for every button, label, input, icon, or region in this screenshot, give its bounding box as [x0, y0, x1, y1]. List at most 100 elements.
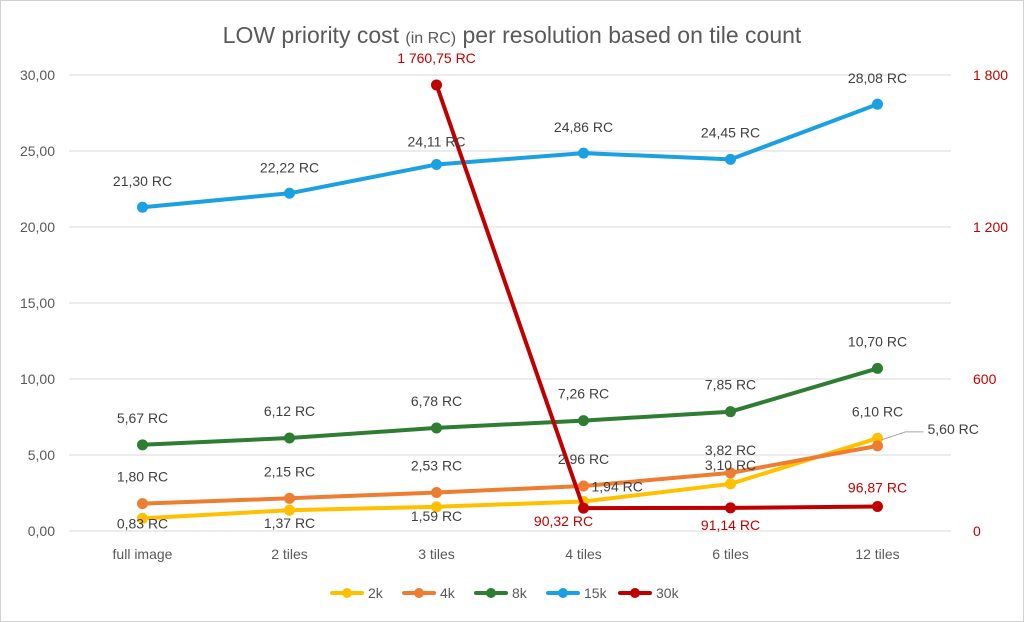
- data-labels: 0,83 RC 1,37 RC 1,59 RC 1,94 RC 3,10 RC 6,10 …: [113, 50, 979, 533]
- y-axis-left: 0,00 5,00 10,00 15,00 20,00 25,00 30,00: [20, 67, 55, 539]
- data-label-2k: 0,83 RC: [117, 515, 168, 531]
- y2-tick-label: 0: [973, 523, 981, 539]
- x-tick-label: full image: [113, 546, 173, 562]
- data-label-2k: 6,10 RC: [852, 403, 903, 419]
- y-tick-label: 20,00: [20, 219, 55, 235]
- data-point-30k: [578, 502, 589, 514]
- y2-tick-label: 1 200: [973, 219, 1008, 235]
- data-label-15k: 22,22 RC: [260, 159, 319, 175]
- series-30k: [431, 79, 883, 514]
- data-point-30k: [431, 79, 442, 91]
- series-8k: [137, 362, 883, 451]
- legend-item-4k: 4k: [402, 585, 456, 601]
- legend-item-8k: 8k: [474, 585, 528, 601]
- legend-label: 15k: [584, 585, 608, 601]
- data-label-2k: 1,94 RC: [592, 479, 643, 495]
- data-label-15k: 24,45 RC: [701, 124, 760, 140]
- data-label-4k: 2,53 RC: [411, 458, 462, 474]
- data-point-4k: [284, 492, 295, 504]
- data-label-30k: 1 760,75 RC: [397, 50, 476, 66]
- y-tick-label: 10,00: [20, 371, 55, 387]
- data-point-2k: [725, 478, 736, 490]
- data-label-8k: 7,26 RC: [558, 386, 609, 402]
- data-label-4k: 1,80 RC: [117, 469, 168, 485]
- data-point-8k: [284, 432, 295, 444]
- legend-item-30k: 30k: [618, 585, 680, 601]
- data-point-8k: [578, 415, 589, 427]
- data-label-4k: 5,60 RC: [928, 421, 979, 437]
- y-tick-label: 0,00: [28, 523, 55, 539]
- legend-label: 8k: [512, 585, 528, 601]
- series-line-2k: [140, 436, 880, 521]
- data-point-4k: [578, 480, 589, 492]
- data-label-15k: 28,08 RC: [848, 70, 907, 86]
- x-axis: full image 2 tiles 3 tiles 4 tiles 6 tiles 12…: [113, 546, 900, 562]
- series-line-30k: [434, 82, 880, 511]
- y2-tick-label: 600: [973, 371, 997, 387]
- data-label-8k: 7,85 RC: [705, 377, 756, 393]
- data-point-2k: [284, 504, 295, 516]
- data-label-30k: 91,14 RC: [701, 517, 760, 533]
- legend-label: 2k: [368, 585, 384, 601]
- legend-marker: [342, 588, 352, 598]
- data-point-15k: [578, 147, 589, 159]
- data-point-15k: [431, 159, 442, 171]
- data-label-4k: 3,82 RC: [705, 442, 756, 458]
- gridlines: [69, 74, 951, 532]
- y-axis-right: 0 600 1 200 1 800: [973, 67, 1008, 539]
- data-point-4k: [725, 467, 736, 479]
- y-tick-label: 25,00: [20, 143, 55, 159]
- y-tick-label: 30,00: [20, 67, 55, 83]
- legend-label: 4k: [440, 585, 456, 601]
- data-point-8k: [431, 422, 442, 434]
- data-point-2k: [137, 512, 148, 524]
- data-label-4k: 2,96 RC: [558, 451, 609, 467]
- legend-label: 30k: [656, 585, 680, 601]
- data-point-30k: [725, 502, 736, 514]
- data-label-4k: 2,15 RC: [264, 463, 315, 479]
- data-label-15k: 24,11 RC: [407, 134, 465, 150]
- data-label-2k: 3,10 RC: [705, 457, 756, 473]
- data-point-8k: [725, 406, 736, 418]
- label-leader-line: [881, 431, 924, 441]
- data-label-8k: 6,78 RC: [411, 393, 462, 409]
- legend-marker: [630, 588, 640, 598]
- x-tick-label: 12 tiles: [855, 546, 899, 562]
- data-label-8k: 10,70 RC: [848, 333, 907, 349]
- data-point-30k: [872, 500, 883, 512]
- x-tick-label: 3 tiles: [418, 546, 455, 562]
- data-label-8k: 5,67 RC: [117, 410, 168, 426]
- x-tick-label: 6 tiles: [712, 546, 749, 562]
- data-point-15k: [284, 187, 295, 199]
- data-point-15k: [725, 153, 736, 165]
- legend-item-2k: 2k: [330, 585, 384, 601]
- data-label-30k: 96,87 RC: [848, 479, 907, 495]
- series-line-15k: [140, 102, 880, 210]
- data-label-2k: 1,59 RC: [411, 508, 462, 524]
- x-tick-label: 4 tiles: [565, 546, 602, 562]
- data-point-2k: [431, 501, 442, 513]
- chart-title-rest: per resolution based on tile count: [456, 22, 802, 48]
- data-point-4k: [431, 487, 442, 499]
- series-layer: [137, 79, 883, 524]
- data-point-4k: [137, 498, 148, 510]
- chart-title-main: LOW priority cost: [223, 22, 406, 48]
- y2-tick-label: 1 800: [973, 67, 1008, 83]
- y-tick-label: 5,00: [28, 447, 55, 463]
- data-label-8k: 6,12 RC: [264, 403, 315, 419]
- y-tick-label: 15,00: [20, 295, 55, 311]
- data-point-2k: [872, 432, 883, 444]
- data-point-8k: [872, 362, 883, 374]
- data-label-30k: 90,32 RC: [534, 513, 593, 529]
- data-label-15k: 24,86 RC: [554, 119, 613, 135]
- legend: 2k 4k 8k 15k 30k: [330, 585, 680, 601]
- data-point-15k: [872, 98, 883, 110]
- series-2k: [137, 432, 883, 524]
- data-point-8k: [137, 439, 148, 451]
- data-label-2k: 1,37 RC: [264, 515, 315, 531]
- data-point-4k: [872, 440, 883, 452]
- data-point-15k: [137, 201, 148, 213]
- legend-marker: [414, 588, 424, 598]
